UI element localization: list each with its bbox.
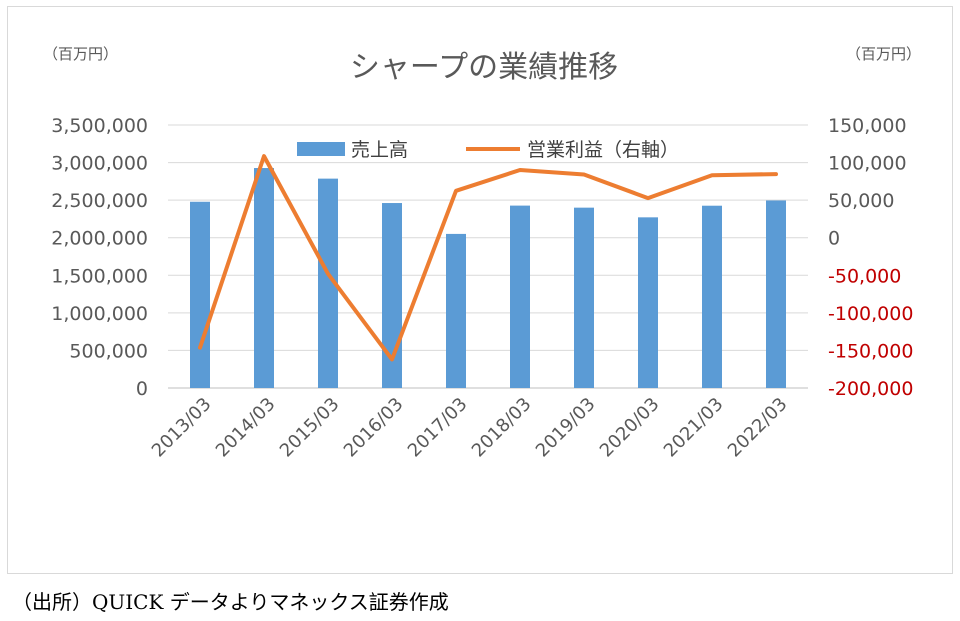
bar (702, 205, 722, 388)
x-tick-label: 2013/03 (148, 394, 216, 462)
bar-series (190, 168, 786, 388)
legend-swatch-sales (297, 142, 345, 156)
right-axis-unit: （百万円） (846, 45, 921, 63)
bar (510, 205, 530, 388)
left-tick-label: 1,000,000 (51, 303, 148, 325)
bar (766, 200, 786, 388)
bar (318, 178, 338, 388)
right-tick-label: 150,000 (828, 115, 907, 137)
left-tick-label: 500,000 (69, 340, 148, 362)
bar (190, 201, 210, 388)
source-note: （出所）QUICK データよりマネックス証券作成 (12, 590, 449, 614)
x-tick-label: 2018/03 (468, 394, 536, 462)
x-tick-label: 2017/03 (404, 394, 472, 462)
chart-title: シャープの業績推移 (350, 50, 618, 85)
operating-profit-line (198, 154, 778, 362)
chart-svg: 0 500,000 1,000,000 1,500,000 2,000,000 2,500… (43, 45, 921, 462)
right-tick-label: 100,000 (828, 153, 907, 175)
right-tick-label: -50,000 (828, 265, 901, 287)
bar (446, 233, 466, 388)
left-axis-unit: （百万円） (43, 45, 118, 63)
bar (574, 207, 594, 388)
bar (254, 168, 274, 388)
chart-frame: 0 500,000 1,000,000 1,500,000 2,000,000 2,500… (7, 6, 953, 574)
x-tick-label: 2019/03 (532, 394, 600, 462)
left-tick-label: 0 (136, 378, 148, 400)
right-axis-ticks: -200,000 -150,000 -100,000 -50,000 0 50,000 10… (828, 115, 913, 400)
right-tick-label: -150,000 (828, 340, 913, 362)
x-axis-ticks: 2013/032014/032015/032016/032017/032018/… (148, 394, 792, 462)
gridlines (168, 124, 808, 389)
line-series (198, 154, 778, 362)
x-tick-label: 2014/03 (212, 394, 280, 462)
legend: 売上高 営業利益（右軸） (297, 139, 679, 161)
left-axis-ticks: 0 500,000 1,000,000 1,500,000 2,000,000 2,500… (51, 115, 148, 400)
x-tick-label: 2021/03 (660, 394, 728, 462)
left-tick-label: 1,500,000 (51, 265, 148, 287)
left-tick-label: 2,000,000 (51, 228, 148, 250)
right-tick-label: -200,000 (828, 378, 913, 400)
x-tick-label: 2022/03 (724, 394, 792, 462)
right-tick-label: -100,000 (828, 303, 913, 325)
x-tick-label: 2015/03 (276, 394, 344, 462)
x-tick-label: 2016/03 (340, 394, 408, 462)
left-tick-label: 3,500,000 (51, 115, 148, 137)
x-tick-label: 2020/03 (596, 394, 664, 462)
right-tick-label: 50,000 (828, 190, 894, 212)
left-tick-label: 3,000,000 (51, 153, 148, 175)
bar (638, 217, 658, 388)
right-tick-label: 0 (828, 228, 840, 250)
legend-label-operating-profit: 営業利益（右軸） (527, 139, 679, 161)
legend-label-sales: 売上高 (351, 139, 408, 161)
left-tick-label: 2,500,000 (51, 190, 148, 212)
